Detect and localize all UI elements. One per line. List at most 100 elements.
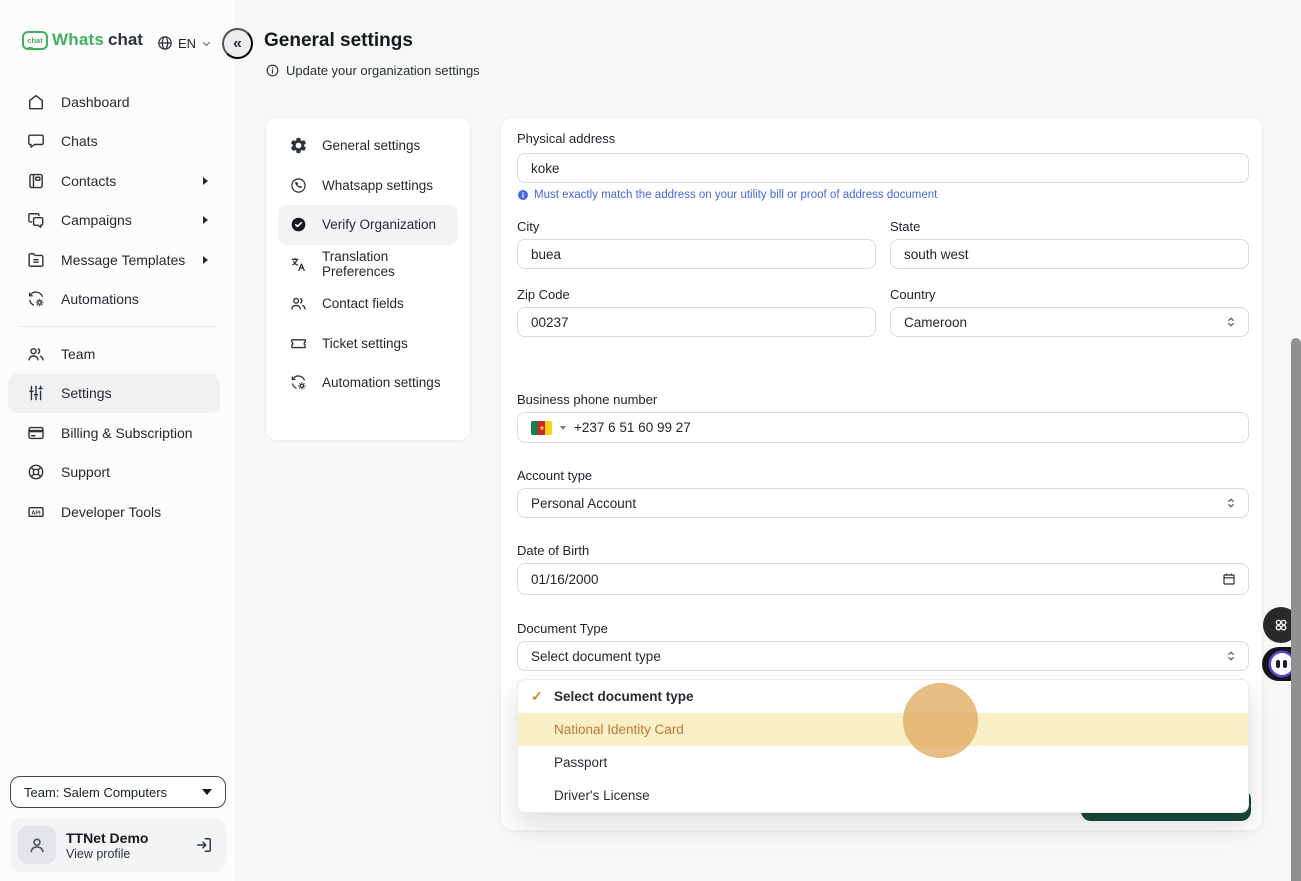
sidebar-item-contacts[interactable]: Contacts [8, 161, 220, 201]
sidebar-item-billing[interactable]: Billing & Subscription [8, 413, 220, 453]
settings-tab-label: Automation settings [322, 375, 441, 391]
check-icon: ✓ [531, 688, 543, 704]
sidebar-item-support[interactable]: Support [8, 453, 220, 493]
state-label: State [890, 219, 921, 234]
language-switcher[interactable]: EN [156, 34, 213, 52]
settings-tab-verify-organization[interactable]: Verify Organization [278, 205, 458, 245]
dropdown-option-select-document-type[interactable]: ✓ Select document type [518, 680, 1248, 713]
settings-tab-label: Whatsapp settings [322, 177, 434, 193]
language-label: EN [178, 35, 197, 51]
sidebar-item-dashboard[interactable]: Dashboard [8, 82, 220, 122]
whatsapp-icon [289, 176, 308, 195]
caret-down-icon [202, 789, 212, 795]
sidebar-collapse-button[interactable]: « [222, 28, 253, 59]
phone-value: +237 6 51 60 99 27 [574, 420, 691, 435]
select-chevrons-icon [1223, 648, 1239, 664]
sidebar-item-label: Contacts [61, 172, 117, 189]
logout-icon[interactable] [194, 835, 214, 855]
city-input[interactable] [517, 239, 876, 269]
chevron-down-icon [200, 37, 213, 50]
settings-tab-whatsapp[interactable]: Whatsapp settings [278, 166, 458, 206]
apps-grid-icon [1275, 619, 1287, 631]
avatar [18, 826, 56, 864]
city-label: City [517, 219, 540, 234]
settings-tab-label: Contact fields [322, 296, 404, 312]
contacts-icon [26, 171, 46, 191]
scrollbar-thumb[interactable] [1291, 338, 1301, 881]
sidebar-item-automations[interactable]: Automations [8, 280, 220, 320]
sidebar-item-team[interactable]: Team [8, 334, 220, 374]
zip-input[interactable] [517, 307, 876, 337]
robot-face-icon [1270, 653, 1293, 675]
address-helper-text: Must exactly match the address on your u… [534, 189, 938, 201]
document-type-select[interactable]: Select document type [517, 641, 1249, 671]
dropdown-option-label: National Identity Card [554, 722, 684, 737]
settings-tab-ticket-settings[interactable]: Ticket settings [278, 324, 458, 364]
dob-label: Date of Birth [517, 543, 590, 558]
view-profile-link[interactable]: View profile [66, 847, 131, 862]
sidebar-item-message-templates[interactable]: Message Templates [8, 240, 220, 280]
settings-tab-label: Verify Organization [322, 217, 437, 233]
sidebar-item-chats[interactable]: Chats [8, 122, 220, 162]
sidebar-item-campaigns[interactable]: Campaigns [8, 201, 220, 241]
account-type-label: Account type [517, 468, 593, 483]
document-type-dropdown: ✓ Select document type National Identity… [517, 679, 1249, 813]
campaigns-icon [26, 210, 46, 230]
select-chevrons-icon [1223, 495, 1239, 511]
state-input[interactable] [890, 239, 1249, 269]
globe-icon [156, 34, 174, 52]
people-icon [289, 294, 308, 313]
dropdown-option-national-identity-card[interactable]: National Identity Card [518, 713, 1248, 746]
cameroon-flag-icon [531, 420, 552, 435]
country-select-value: Cameroon [904, 314, 968, 330]
lifebuoy-icon [26, 462, 46, 482]
info-filled-icon [517, 189, 529, 201]
sidebar-item-label: Billing & Subscription [61, 424, 193, 441]
sidebar-item-settings[interactable]: Settings [8, 373, 220, 413]
sidebar-divider [18, 326, 217, 327]
verify-organization-form: Physical address Must exactly match the … [500, 117, 1263, 831]
dropdown-option-label: Passport [554, 755, 608, 770]
account-type-select[interactable]: Personal Account [517, 488, 1249, 518]
select-chevrons-icon [1223, 314, 1239, 330]
app-logo[interactable]: chat Whats chat [22, 30, 143, 50]
chevron-right-icon [203, 216, 208, 225]
svg-text:API: API [31, 510, 41, 516]
dropdown-option-passport[interactable]: Passport [518, 746, 1248, 779]
settings-tab-contact-fields[interactable]: Contact fields [278, 284, 458, 324]
sidebar-item-developer-tools[interactable]: API Developer Tools [8, 492, 220, 532]
chat-icon [26, 131, 46, 151]
flag-caret-icon[interactable] [560, 425, 566, 430]
settings-tab-automation-settings[interactable]: Automation settings [278, 363, 458, 403]
dob-input[interactable]: 01/16/2000 [517, 563, 1249, 595]
settings-tab-translation-preferences[interactable]: Translation Preferences [278, 245, 458, 285]
country-label: Country [890, 287, 936, 302]
info-icon [265, 63, 280, 78]
sidebar: chat Whats chat EN Dashboard Chats [0, 0, 236, 881]
country-select[interactable]: Cameroon [890, 307, 1249, 337]
verified-check-icon [289, 215, 308, 234]
address-helper: Must exactly match the address on your u… [517, 189, 937, 201]
sidebar-item-label: Automations [61, 291, 139, 308]
page-subtitle: Update your organization settings [265, 63, 480, 78]
phone-input[interactable]: +237 6 51 60 99 27 [517, 412, 1249, 443]
phone-label: Business phone number [517, 392, 658, 407]
settings-tab-label: General settings [322, 138, 421, 154]
physical-address-input[interactable] [517, 153, 1249, 183]
physical-address-label: Physical address [517, 131, 616, 146]
team-selector-label: Team: Salem Computers [24, 784, 168, 800]
settings-subnav: General settings Whatsapp settings Verif… [265, 117, 471, 441]
logo-text-secondary: chat [108, 30, 143, 49]
user-name: TTNet Demo [66, 829, 149, 846]
api-icon: API [26, 502, 46, 522]
account-type-value: Personal Account [531, 495, 637, 511]
sliders-icon [26, 383, 46, 403]
calendar-icon[interactable] [1221, 571, 1237, 587]
user-profile-card[interactable]: TTNet Demo View profile [10, 818, 226, 872]
automation-icon [26, 289, 46, 309]
page-subtitle-text: Update your organization settings [286, 63, 480, 78]
settings-tab-general[interactable]: General settings [278, 126, 458, 166]
sidebar-item-label: Settings [61, 385, 112, 402]
dropdown-option-drivers-license[interactable]: Driver's License [518, 779, 1248, 812]
team-selector[interactable]: Team: Salem Computers [10, 776, 226, 808]
